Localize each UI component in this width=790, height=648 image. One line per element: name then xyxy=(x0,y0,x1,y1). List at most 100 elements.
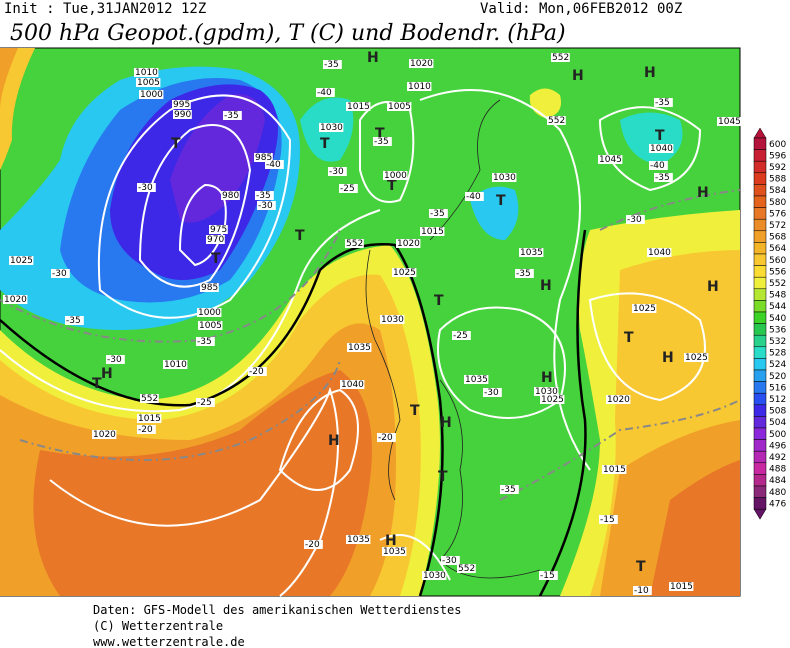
pressure-center: H xyxy=(540,278,552,294)
contour-label: 1020 xyxy=(397,239,420,249)
contour-label: 1015 xyxy=(347,102,370,112)
label-box xyxy=(3,295,28,304)
label-box xyxy=(452,331,471,340)
label-box xyxy=(137,414,162,423)
label-box xyxy=(377,433,396,442)
colorbar-swatch xyxy=(753,288,767,301)
label-box xyxy=(647,248,672,257)
label-box xyxy=(387,102,412,111)
label-box xyxy=(669,582,694,591)
pressure-center: T xyxy=(655,128,665,144)
label-box xyxy=(173,110,192,119)
colorbar-label: 524 xyxy=(769,360,786,370)
label-box xyxy=(382,547,407,556)
contour-label: 1015 xyxy=(603,465,626,475)
contour-label: -20 xyxy=(138,425,153,435)
contour-label: 1015 xyxy=(421,227,444,237)
label-box xyxy=(304,540,323,549)
contour-label: 1025 xyxy=(10,256,33,266)
colorbar-swatch xyxy=(753,311,767,324)
colorbar-label: 484 xyxy=(769,476,786,486)
contour-label: 1030 xyxy=(381,315,404,325)
valid-text: Valid: Mon,06FEB2012 00Z xyxy=(480,1,682,17)
colorbar-swatch xyxy=(753,184,767,197)
contour-label: 1030 xyxy=(423,571,446,581)
footer-line: www.wetterzentrale.de xyxy=(93,635,245,648)
contour-label: 970 xyxy=(207,235,224,245)
colorbar-swatch xyxy=(753,369,767,382)
label-box xyxy=(339,184,358,193)
label-box xyxy=(319,123,344,132)
label-box xyxy=(140,394,159,403)
label-box xyxy=(547,116,566,125)
label-box xyxy=(632,304,657,313)
label-box xyxy=(316,88,335,97)
map-title: 500 hPa Geopot.(gpdm), T (C) und Bodendr… xyxy=(10,21,566,46)
label-box xyxy=(396,239,421,248)
colorbar-swatch xyxy=(753,427,767,440)
colorbar-swatch xyxy=(753,300,767,313)
contour-label: -35 xyxy=(516,269,531,279)
contour-label: 985 xyxy=(201,283,218,293)
contour-label: 1010 xyxy=(408,82,431,92)
colorbar-swatch xyxy=(753,195,767,208)
pressure-center: H xyxy=(707,279,719,295)
label-box xyxy=(172,100,191,109)
colorbar-arrow xyxy=(753,508,767,520)
contour-label: -10 xyxy=(634,586,649,596)
contour-label: 1025 xyxy=(541,395,564,405)
colorbar-swatch xyxy=(753,358,767,371)
label-box xyxy=(196,398,215,407)
label-box xyxy=(223,111,242,120)
label-box xyxy=(407,82,432,91)
label-box xyxy=(383,171,408,180)
label-box xyxy=(345,239,364,248)
colorbar-label: 544 xyxy=(769,302,786,312)
label-box xyxy=(539,571,558,580)
contour-label: -30 xyxy=(107,355,122,365)
colorbar-label: 536 xyxy=(769,325,786,335)
label-box xyxy=(196,337,215,346)
colorbar-label: 600 xyxy=(769,140,786,150)
colorbar-label: 560 xyxy=(769,256,786,266)
colorbar-label: 488 xyxy=(769,465,786,475)
colorbar-swatch xyxy=(753,474,767,487)
label-box xyxy=(649,144,674,153)
label-box xyxy=(654,98,673,107)
label-box xyxy=(392,268,417,277)
label-box xyxy=(500,485,519,494)
contour-label: -30 xyxy=(138,183,153,193)
label-box xyxy=(422,571,447,580)
colorbar-swatch xyxy=(753,450,767,464)
contour-label: 1040 xyxy=(648,248,671,258)
label-box xyxy=(633,586,652,595)
colorbar-label: 548 xyxy=(769,291,786,301)
label-box xyxy=(346,535,371,544)
pressure-center: H xyxy=(644,65,656,81)
contour-label: -15 xyxy=(600,515,615,525)
label-box xyxy=(598,155,623,164)
contour-label: -30 xyxy=(442,556,457,566)
pressure-center: T xyxy=(496,193,506,209)
label-box xyxy=(255,191,274,200)
pressure-center: T xyxy=(410,403,420,419)
colorbar-label: 572 xyxy=(769,221,786,231)
contour-label: 1020 xyxy=(607,395,630,405)
contour-label: -35 xyxy=(324,60,339,70)
label-box xyxy=(221,191,240,200)
colorbar-swatch xyxy=(753,439,767,452)
label-box xyxy=(65,316,84,325)
pressure-center: H xyxy=(367,50,379,66)
label-box xyxy=(654,173,673,182)
label-box xyxy=(464,375,489,384)
colorbar-swatch xyxy=(753,346,767,359)
contour-label: -25 xyxy=(340,184,355,194)
pressure-center: T xyxy=(636,559,646,575)
map-field xyxy=(0,47,741,597)
contour-label: 985 xyxy=(255,153,272,163)
contour-label: 1030 xyxy=(493,173,516,183)
label-box xyxy=(429,209,448,218)
pressure-center: T xyxy=(320,136,330,152)
colorbar-label: 588 xyxy=(769,175,786,185)
colorbar-label: 584 xyxy=(769,186,786,196)
